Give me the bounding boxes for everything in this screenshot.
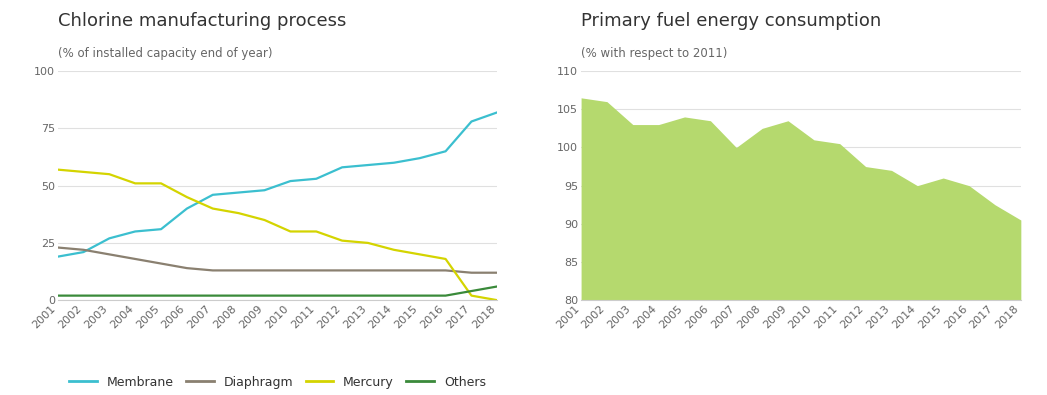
Text: (% with respect to 2011): (% with respect to 2011)	[581, 47, 728, 60]
Legend: Membrane, Diaphragm, Mercury, Others: Membrane, Diaphragm, Mercury, Others	[64, 371, 491, 393]
Text: Primary fuel energy consumption: Primary fuel energy consumption	[581, 12, 882, 30]
Text: Chlorine manufacturing process: Chlorine manufacturing process	[58, 12, 346, 30]
Text: (% of installed capacity end of year): (% of installed capacity end of year)	[58, 47, 272, 60]
